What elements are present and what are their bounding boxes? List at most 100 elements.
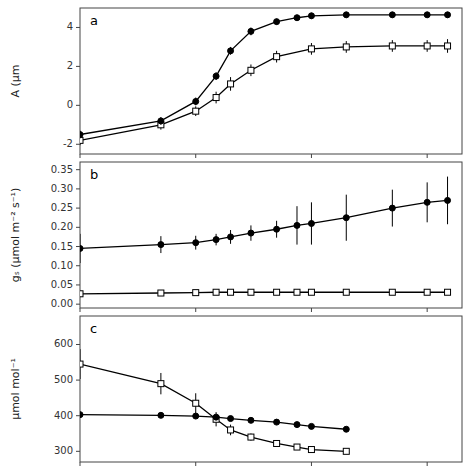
marker [228, 416, 234, 422]
marker [308, 220, 314, 226]
x-tick [427, 308, 428, 312]
y-tick [76, 188, 80, 189]
y-axis-label: μmol mol⁻¹ [9, 358, 22, 420]
marker [193, 108, 199, 114]
marker [80, 361, 83, 367]
y-tick [76, 380, 80, 381]
y-tick [76, 246, 80, 247]
x-tick [311, 462, 312, 466]
y-tick [76, 27, 80, 28]
y-tick [76, 451, 80, 452]
marker [158, 290, 164, 296]
marker [248, 289, 254, 295]
marker [213, 289, 219, 295]
marker [193, 290, 199, 296]
y-axis-label: gₛ (μmol m⁻² s⁻¹) [9, 188, 22, 283]
x-tick [195, 462, 196, 466]
marker [445, 12, 451, 18]
series-line [80, 415, 346, 430]
marker [294, 289, 300, 295]
marker [294, 15, 300, 21]
x-tick [427, 154, 428, 158]
marker [193, 240, 199, 246]
y-tick-label: 0.10 [51, 260, 73, 271]
series [80, 412, 349, 433]
y-tick-label: 0.35 [51, 164, 73, 175]
marker [343, 215, 349, 221]
series [80, 177, 451, 263]
marker [248, 230, 254, 236]
panel: 300400500600cμmol mol⁻¹ [9, 316, 462, 466]
panel-label: a [90, 13, 98, 28]
marker [389, 43, 395, 49]
y-axis-label: A (μm [9, 64, 22, 97]
marker [158, 242, 164, 248]
y-tick-label: 0.05 [51, 279, 73, 290]
marker [80, 291, 83, 297]
y-tick [76, 105, 80, 106]
y-tick-label: 0.20 [51, 221, 73, 232]
panel-label: c [90, 321, 97, 336]
y-tick-label: 0.25 [51, 202, 73, 213]
marker [294, 444, 300, 450]
plot-area [80, 349, 349, 454]
series-line [80, 364, 346, 451]
plot-area [80, 177, 451, 297]
marker [294, 222, 300, 228]
panel: -2024aA (μm [9, 8, 462, 158]
y-tick-label: 4 [67, 21, 73, 32]
x-tick [195, 308, 196, 312]
marker [248, 28, 254, 34]
y-tick [76, 144, 80, 145]
marker [343, 448, 349, 454]
marker [424, 12, 430, 18]
marker [158, 412, 164, 418]
x-tick [311, 308, 312, 312]
y-tick [76, 66, 80, 67]
marker [445, 43, 451, 49]
marker [193, 413, 199, 419]
y-tick [76, 284, 80, 285]
marker [158, 381, 164, 387]
series [80, 289, 451, 297]
x-tick [195, 154, 196, 158]
marker [308, 289, 314, 295]
y-tick [76, 344, 80, 345]
marker [228, 234, 234, 240]
marker [193, 98, 199, 104]
plot-frame [80, 162, 462, 308]
y-tick-label: 0.30 [51, 183, 73, 194]
marker [424, 289, 430, 295]
y-tick [76, 265, 80, 266]
y-tick-label: 500 [54, 374, 73, 385]
marker [424, 199, 430, 205]
marker [80, 245, 83, 251]
marker [80, 132, 83, 138]
y-tick-label: 0.00 [51, 298, 73, 309]
y-tick-label: 300 [54, 445, 73, 456]
marker [274, 54, 280, 60]
x-tick [80, 154, 81, 158]
marker [389, 289, 395, 295]
plot-frame [80, 8, 462, 154]
marker [213, 237, 219, 243]
marker [343, 426, 349, 432]
marker [424, 43, 430, 49]
marker [274, 226, 280, 232]
x-tick [311, 154, 312, 158]
marker [389, 205, 395, 211]
y-tick [76, 208, 80, 209]
y-tick-label: 0.15 [51, 241, 73, 252]
x-tick [80, 462, 81, 466]
marker [193, 400, 199, 406]
y-tick [76, 415, 80, 416]
y-tick-label: 600 [54, 338, 73, 349]
plot-frame [80, 316, 462, 462]
marker [228, 48, 234, 54]
marker [80, 412, 83, 418]
x-tick [80, 308, 81, 312]
marker [248, 434, 254, 440]
marker [445, 197, 451, 203]
marker [343, 44, 349, 50]
panel: 0.000.050.100.150.200.250.300.35bgₛ (μmo… [9, 162, 462, 312]
